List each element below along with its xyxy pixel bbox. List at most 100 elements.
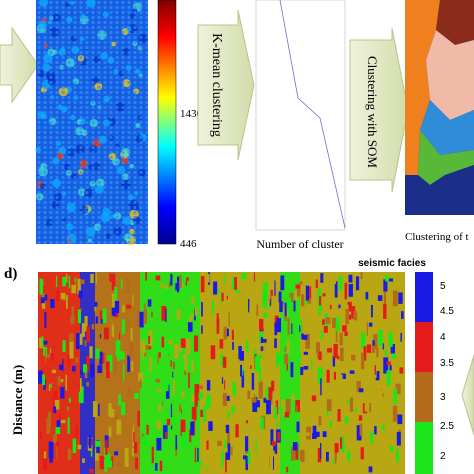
facies-pixel xyxy=(299,461,302,471)
facies-pixel xyxy=(111,307,117,317)
facies-pixel xyxy=(339,437,343,449)
facies-pixel xyxy=(114,301,120,314)
facies-pixel xyxy=(333,371,336,380)
facies-pixel xyxy=(319,326,323,332)
facies-pixel xyxy=(235,289,240,294)
facies-pixel xyxy=(257,272,261,284)
facies-pixel xyxy=(382,424,385,431)
facies-pixel xyxy=(320,273,324,283)
facies-pixel xyxy=(259,343,265,347)
facies-pixel xyxy=(285,370,287,380)
facies-pixel xyxy=(109,273,112,282)
facies-pixel xyxy=(146,424,149,435)
facies-pixel xyxy=(68,275,71,289)
facies-pixel xyxy=(255,356,260,373)
facies-pixel xyxy=(107,355,113,372)
facies-pixel xyxy=(142,352,145,360)
facies-pixel xyxy=(158,404,162,412)
facies-pixel xyxy=(289,292,294,303)
facies-band xyxy=(80,272,95,474)
facies-pixel xyxy=(97,365,103,374)
facies-pixel xyxy=(83,364,88,373)
facies-pixel xyxy=(115,361,120,366)
facies-pixel xyxy=(315,279,318,289)
facies-pixel xyxy=(275,350,278,368)
facies-pixel xyxy=(67,406,69,411)
facies-pixel xyxy=(132,430,135,447)
facies-pixel xyxy=(312,425,317,438)
facies-pixel xyxy=(351,336,355,350)
facies-pixel xyxy=(231,277,236,290)
facies-pixel xyxy=(155,378,161,383)
facies-pixel xyxy=(108,460,113,468)
facies-pixel xyxy=(292,442,298,451)
facies-pixel xyxy=(366,344,372,353)
facies-pixel xyxy=(263,397,268,403)
facies-pixel xyxy=(227,443,231,456)
facies-pixel xyxy=(351,354,356,361)
facies-pixel xyxy=(231,446,233,461)
facies-pixel xyxy=(363,346,367,361)
facies-pixel xyxy=(121,319,125,335)
facies-pixel xyxy=(286,466,289,473)
facies-pixel xyxy=(194,307,198,316)
facies-pixel xyxy=(273,442,278,454)
facies-pixel xyxy=(201,302,203,317)
facies-pixel xyxy=(347,301,352,312)
facies-pixel xyxy=(200,409,203,418)
facies-pixel xyxy=(392,405,398,422)
facies-pixel xyxy=(344,282,348,300)
facies-pixel xyxy=(349,397,354,412)
facies-pixel xyxy=(48,384,51,391)
facies-pixel xyxy=(172,371,174,378)
facies-pixel xyxy=(274,321,278,336)
facies-pixel xyxy=(41,336,44,348)
facies-pixel xyxy=(138,436,140,452)
facies-pixel xyxy=(188,372,190,388)
facies-pixel xyxy=(147,299,152,307)
facies-pixel xyxy=(74,276,77,287)
facies-pixel xyxy=(345,308,349,325)
facies-pixel xyxy=(259,354,263,358)
colorbar-tick-label: 5 xyxy=(440,281,446,292)
facies-pixel xyxy=(260,461,264,466)
facies-pixel xyxy=(148,330,153,347)
cluster xyxy=(405,0,440,175)
facies-pixel xyxy=(337,355,340,360)
facies-pixel xyxy=(62,276,67,287)
facies-pixel xyxy=(77,278,81,295)
facies-pixel xyxy=(297,351,301,366)
facies-pixel xyxy=(349,370,355,374)
facies-pixel xyxy=(339,332,343,346)
facies-pixel xyxy=(156,420,162,430)
facies-pixel xyxy=(360,447,364,460)
facies-pixel xyxy=(79,369,83,375)
facies-pixel xyxy=(270,289,273,296)
facies-pixel xyxy=(303,366,309,370)
facies-pixel xyxy=(232,341,234,350)
facies-pixel xyxy=(189,429,192,443)
facies-pixel xyxy=(155,275,161,281)
facies-pixel xyxy=(180,409,182,414)
facies-pixel xyxy=(224,380,226,390)
facies-pixel xyxy=(100,319,103,324)
facies-pixel xyxy=(65,295,68,309)
facies-pixel xyxy=(359,423,363,436)
facies-pixel xyxy=(157,389,162,393)
facies-pixel xyxy=(256,304,259,317)
facies-pixel xyxy=(275,402,278,407)
facies-pixel xyxy=(377,274,379,285)
facies-pixel xyxy=(93,401,98,418)
facies-pixel xyxy=(318,295,322,306)
facies-pixel xyxy=(145,423,150,427)
facies-pixel xyxy=(224,439,227,449)
facies-pixel xyxy=(168,281,172,288)
facies-pixel xyxy=(378,390,383,405)
arrow-label: Clustering with SOM xyxy=(365,56,380,168)
facies-pixel xyxy=(39,278,43,295)
facies-pixel xyxy=(322,293,326,297)
facies-pixel xyxy=(197,448,199,462)
colorbar-tick-label: 1430 xyxy=(180,108,203,120)
facies-pixel xyxy=(231,329,234,340)
facies-pixel xyxy=(326,399,332,412)
